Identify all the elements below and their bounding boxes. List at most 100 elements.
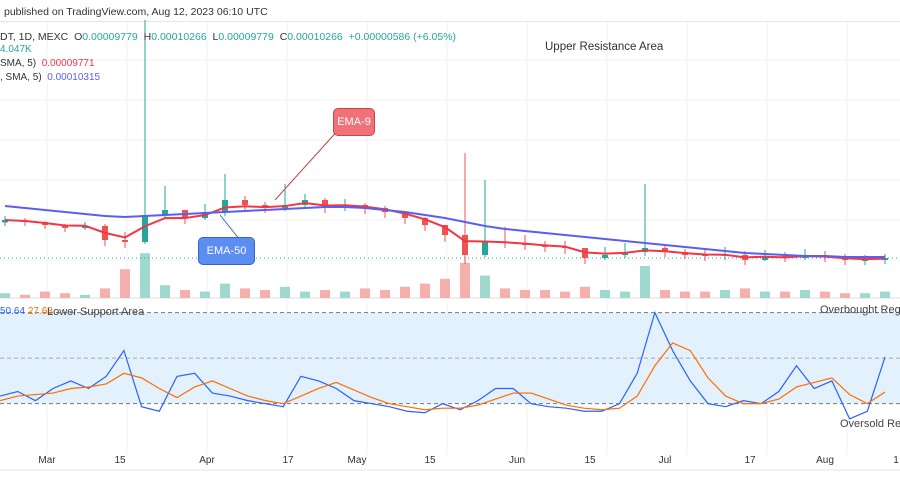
volume-bar	[540, 290, 550, 298]
candle-body	[402, 212, 408, 218]
volume-bar	[480, 275, 490, 298]
volume-bar	[680, 291, 690, 298]
volume-bar	[460, 262, 470, 298]
volume-bar	[280, 286, 290, 298]
volume-bar	[440, 278, 450, 298]
volume-bar	[400, 286, 410, 298]
symbol-legend: DT, 1D, MEXC O0.00009779 H0.00010266 L0.…	[0, 31, 456, 43]
open-label: O	[74, 31, 83, 43]
close-label: C	[279, 31, 288, 43]
high-label: H	[143, 31, 152, 43]
candle-body	[442, 225, 448, 235]
candle-body	[602, 255, 608, 258]
x-tick-label: 15	[114, 455, 126, 466]
candle-body	[322, 200, 328, 208]
volume-bar	[640, 266, 650, 298]
candle-body	[242, 200, 248, 205]
published-text: published on TradingView.com, Aug 12, 20…	[4, 6, 268, 18]
volume-bar	[800, 290, 810, 298]
volume-bar	[420, 283, 430, 298]
volume-value: 4.047K	[0, 44, 32, 55]
volume-bar	[320, 290, 330, 298]
volume-bar	[780, 291, 790, 298]
ema-fast-label: SMA, 5)	[0, 58, 37, 69]
volume-bar	[100, 288, 110, 298]
symbol-label: DT, 1D, MEXC	[0, 31, 69, 43]
volume-bar	[860, 293, 870, 298]
x-tick-label: Aug	[816, 455, 834, 466]
volume-bar	[760, 291, 770, 298]
ema50-pointer	[219, 214, 241, 241]
ema-slow-label: , SMA, 5)	[0, 72, 42, 83]
ema-slow-legend: , SMA, 5) 0.00010315	[0, 72, 100, 83]
candle-body	[862, 260, 868, 261]
upper-resistance-label: Upper Resistance Area	[545, 41, 664, 53]
volume-bar	[720, 290, 730, 298]
close-value: 0.00010266	[287, 31, 343, 43]
volume-bar	[820, 291, 830, 298]
x-tick-label: Jul	[659, 455, 672, 466]
x-tick-label: 17	[282, 455, 294, 466]
volume-bar	[520, 290, 530, 298]
volume-bar	[600, 290, 610, 298]
candle-body	[462, 235, 468, 255]
volume-bar	[620, 291, 630, 298]
stoch-d-value: 27.68	[27, 306, 53, 317]
volume-bar	[660, 290, 670, 298]
candle-body	[222, 200, 228, 212]
volume-bar	[260, 290, 270, 298]
volume-bar	[80, 294, 90, 298]
x-tick-label: Jun	[509, 455, 525, 466]
low-label: L	[212, 31, 219, 43]
volume-bar	[240, 288, 250, 298]
volume-bar	[160, 285, 170, 298]
stoch-legend: 50.64 27.68	[0, 306, 53, 317]
volume-bar	[740, 288, 750, 298]
ema-fast-legend: SMA, 5) 0.00009771	[0, 58, 95, 69]
volume-bar	[220, 283, 230, 298]
x-tick-label: Apr	[199, 455, 215, 466]
stoch-k-line	[0, 310, 886, 420]
ema50-callout: EMA-50	[198, 237, 255, 265]
oversold-label: Oversold Re	[840, 418, 900, 430]
volume-bar	[20, 294, 30, 298]
ema50-line	[4, 205, 885, 258]
x-tick-label: 1	[893, 455, 899, 466]
volume-bar	[300, 291, 310, 298]
candle-body	[662, 248, 668, 252]
x-tick-label: 17	[744, 455, 756, 466]
volume-bar	[0, 293, 10, 298]
lower-support-label: Lower Support Area	[47, 306, 145, 318]
x-tick-label: 15	[584, 455, 596, 466]
volume-bar	[580, 286, 590, 298]
volume-bar	[880, 291, 890, 298]
candle-body	[122, 240, 128, 242]
ema9-line	[4, 202, 886, 261]
volume-bar	[180, 290, 190, 298]
volume-bar	[60, 293, 70, 298]
x-tick-label: Mar	[38, 455, 56, 466]
volume-bar	[500, 288, 510, 298]
low-value: 0.00009779	[218, 31, 274, 43]
volume-bar	[840, 293, 850, 298]
candle-body	[82, 226, 88, 228]
stoch-d-line	[0, 342, 886, 411]
volume-bar	[560, 291, 570, 298]
volume-bar	[120, 269, 130, 298]
ema9-callout: EMA-9	[333, 108, 375, 136]
volume-bar	[700, 291, 710, 298]
volume-bar	[360, 288, 370, 298]
change-value: +0.00000586 (+6.05%)	[348, 31, 457, 43]
volume-bar	[340, 291, 350, 298]
candle-body	[162, 210, 168, 215]
volume-bar	[380, 290, 390, 298]
overbought-label: Overbought Reg	[820, 304, 900, 316]
stoch-k-value: 50.64	[0, 306, 26, 317]
high-value: 0.00010266	[151, 31, 207, 43]
ema-slow-value: 0.00010315	[47, 72, 101, 83]
x-tick-label: 15	[424, 455, 436, 466]
candle-body	[2, 220, 8, 223]
candle-body	[422, 218, 428, 225]
volume-bar	[140, 253, 150, 298]
